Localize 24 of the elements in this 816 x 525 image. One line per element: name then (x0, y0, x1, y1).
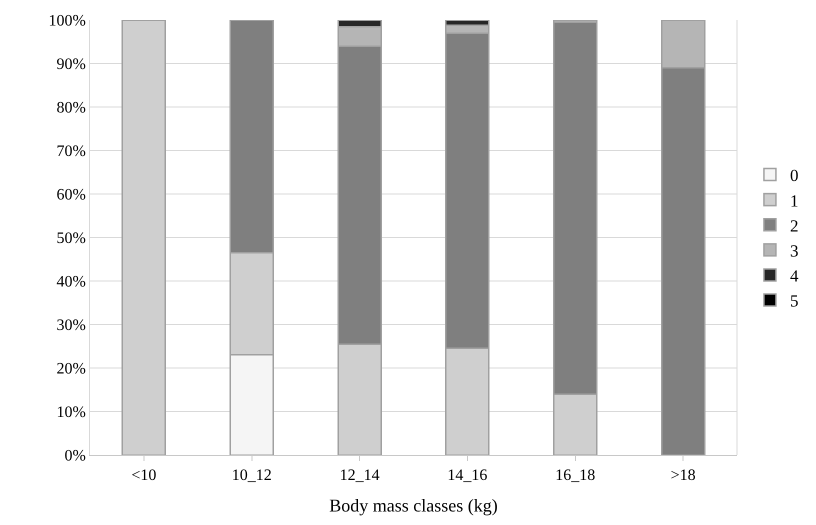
y-tick-label: 90% (56, 56, 86, 74)
y-tick-label: 50% (56, 230, 86, 248)
legend-label: 4 (790, 266, 799, 286)
y-tick-label: 10% (56, 404, 86, 422)
y-tick-label: 80% (56, 100, 86, 117)
legend-label: 1 (790, 191, 798, 210)
x-tick-label: 16_18 (555, 467, 596, 484)
x-axis-title: Body mass classes (kg) (329, 495, 498, 516)
legend-label: 3 (790, 241, 798, 260)
y-tick-label: 60% (56, 186, 86, 204)
legend-label: 5 (790, 292, 798, 311)
y-tick-label: 70% (56, 143, 86, 160)
x-tick-label: 12_14 (340, 467, 380, 484)
y-tick-label: 30% (56, 317, 86, 334)
y-tick-label: 0% (64, 448, 86, 465)
legend-label: 2 (790, 216, 798, 236)
legend-label: 0 (790, 166, 798, 186)
x-tick-label: <10 (131, 467, 156, 484)
y-tick-label: 40% (56, 274, 86, 291)
y-tick-label: 100% (48, 12, 86, 30)
y-tick-label: 20% (56, 360, 86, 378)
x-tick-label: 10_12 (232, 467, 272, 484)
x-tick-label: >18 (670, 467, 696, 484)
x-tick-label: 14_16 (447, 467, 488, 484)
